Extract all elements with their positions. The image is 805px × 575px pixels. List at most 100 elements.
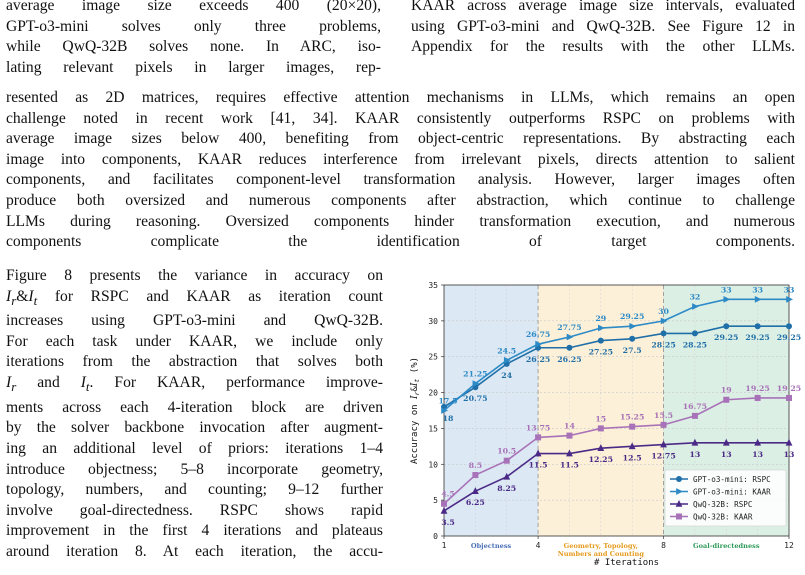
data-label: 29.25 xyxy=(714,333,738,342)
data-point xyxy=(535,434,542,441)
text-line: topology, numbers, and counting; 9–12 fu… xyxy=(6,481,383,499)
caption-line: Appendix for the results with the other … xyxy=(411,38,795,56)
text-line: while QwQ-32B solves none. In ARC, iso- xyxy=(6,38,381,56)
data-label: 33 xyxy=(721,285,732,294)
series-line xyxy=(443,441,789,512)
text-line: by the solver backbone invocation after … xyxy=(6,419,383,437)
data-point xyxy=(472,472,479,479)
math-var: I xyxy=(6,287,12,305)
text-line: For each task under KAAR, we include onl… xyxy=(6,332,383,350)
data-point xyxy=(660,330,667,337)
data-point xyxy=(566,449,573,457)
y-tick-label: 25 xyxy=(428,353,438,362)
legend-marker xyxy=(676,513,682,520)
legend-label: GPT-o3-mini: RSPC xyxy=(693,475,771,484)
data-label: 19.25 xyxy=(777,384,801,393)
data-label: 19.25 xyxy=(745,384,769,393)
caption-line: using GPT-o3-mini and QwQ-32B. See Figur… xyxy=(411,17,795,35)
legend-label: GPT-o3-mini: KAAR xyxy=(693,488,771,497)
region-label: Goal-directedness xyxy=(693,542,760,550)
data-label: 29 xyxy=(595,314,606,323)
y-tick-label: 5 xyxy=(433,496,438,505)
data-label: 28.25 xyxy=(651,340,675,349)
data-label: 15.25 xyxy=(620,413,644,422)
text-line: produce both oversized and numerous comp… xyxy=(6,191,795,209)
data-label: 29.25 xyxy=(745,333,769,342)
text-line: increases using GPT-o3-mini and QwQ-32B. xyxy=(6,312,383,330)
y-axis-label: Accuracy on Ir&It (%) xyxy=(410,357,421,464)
x-tick-label: 8 xyxy=(661,541,666,550)
data-label: 8.25 xyxy=(497,484,516,493)
data-point xyxy=(566,432,573,439)
data-label: 13 xyxy=(689,450,700,459)
data-point xyxy=(597,425,604,432)
region-label: Geometry, Topology, xyxy=(564,542,638,550)
data-point xyxy=(503,472,511,480)
text-line: challenge noted in recent work [41, 34].… xyxy=(6,109,795,127)
text-line: LLMs during reasoning. Oversized compone… xyxy=(6,212,795,230)
data-label: 26.75 xyxy=(526,330,550,339)
y-tick-label: 35 xyxy=(428,281,438,290)
legend-label: QwQ-32B: KAAR xyxy=(693,513,753,522)
data-point xyxy=(754,323,761,330)
data-point xyxy=(628,442,636,450)
data-point xyxy=(441,407,448,414)
series-line xyxy=(443,298,789,412)
data-point xyxy=(597,337,604,344)
data-point xyxy=(723,323,730,330)
data-point xyxy=(440,506,448,514)
y-tick-label: 10 xyxy=(428,460,438,469)
text-column-top-left: average image size exceeds 400 (20×20), … xyxy=(6,0,381,78)
data-label: 32 xyxy=(689,293,700,302)
text-column-left: Figure 8 presents the variance in accura… xyxy=(6,266,383,563)
data-label: 6.25 xyxy=(466,498,485,507)
data-label: 16.75 xyxy=(683,402,707,411)
data-label: 24 xyxy=(501,371,512,380)
text-line: GPT-o3-mini solves only three problems, xyxy=(6,17,381,35)
caption-line: KAAR across average image size intervals… xyxy=(411,0,795,14)
data-point xyxy=(566,333,574,341)
y-tick-label: 20 xyxy=(428,389,438,398)
legend-marker xyxy=(676,488,683,495)
x-tick-label: 4 xyxy=(536,541,541,550)
data-point xyxy=(534,449,542,457)
text-line: involve goal-directedness. RSPC shows ra… xyxy=(6,501,383,519)
data-label: 20.75 xyxy=(463,394,487,403)
data-point xyxy=(754,295,762,303)
region-band xyxy=(444,285,539,536)
data-label: 30 xyxy=(658,307,669,316)
data-label: 21.25 xyxy=(463,370,487,379)
region-label: Numbers and Counting xyxy=(558,550,645,558)
data-label: 4.5 xyxy=(441,490,455,499)
data-label: 13 xyxy=(721,450,732,459)
data-point xyxy=(472,380,480,388)
data-point xyxy=(722,438,730,446)
math-var: I xyxy=(6,374,12,392)
data-point xyxy=(660,440,667,448)
text-fragment: for RSPC and KAAR as iteration count xyxy=(37,287,383,305)
data-label: 11.5 xyxy=(529,461,548,470)
math-sub: r xyxy=(11,379,17,395)
data-point xyxy=(597,444,605,451)
data-label: 17.5 xyxy=(439,397,458,406)
text-line: components, and facilitates component-le… xyxy=(6,171,795,189)
data-point xyxy=(629,423,636,430)
data-point xyxy=(503,356,511,364)
data-label: 27.25 xyxy=(589,348,613,357)
data-label: 24.5 xyxy=(497,346,516,355)
data-point xyxy=(566,344,573,351)
data-point xyxy=(691,412,698,419)
data-point xyxy=(660,317,668,325)
legend-marker xyxy=(676,476,682,482)
math-sub: t xyxy=(85,379,90,395)
data-label: 27.75 xyxy=(557,323,581,332)
data-point xyxy=(629,322,637,330)
data-point xyxy=(723,295,731,303)
data-point xyxy=(692,303,699,310)
data-point xyxy=(754,438,762,446)
data-label: 28.25 xyxy=(683,340,707,349)
text-line: iterations from the abstraction that sol… xyxy=(6,353,383,371)
x-tick-label: 12 xyxy=(784,541,794,550)
data-label: 29.25 xyxy=(620,312,644,321)
data-label: 14 xyxy=(564,422,575,431)
